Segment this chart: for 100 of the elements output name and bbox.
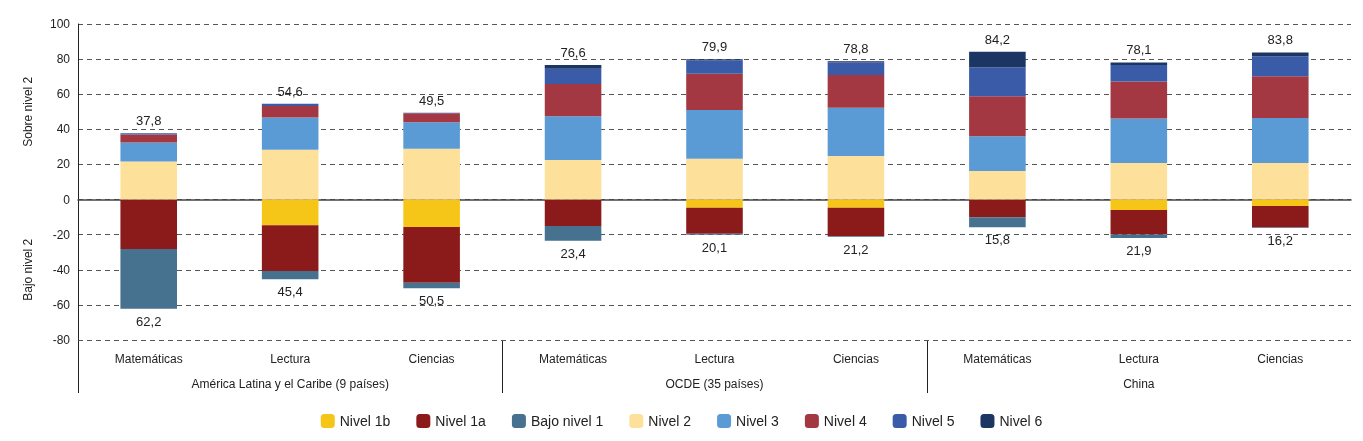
bar [1110,81,1168,119]
bar [1251,117,1309,164]
bar [969,67,1026,97]
bar [686,60,743,74]
bar [1251,163,1309,200]
x-tick-label: Lectura [694,352,735,366]
bar [1251,76,1309,118]
bar [1251,199,1309,206]
bar [544,116,602,160]
bar [403,226,460,283]
bar [1251,205,1309,228]
text: OCDE (35 países) [665,377,764,391]
bar [1110,118,1168,164]
text: Bajo nivel 2 [21,238,35,301]
legend-label: Nivel 1b [339,413,391,429]
bar [544,199,602,226]
bar [686,158,743,200]
x-tick-label: Matemáticas [539,352,608,366]
text: 21,2 [843,241,869,257]
y-tick-label: 20 [56,157,71,172]
bar [827,107,885,157]
text: 21,9 [1126,243,1152,258]
x-tick-label: Lectura [270,352,311,366]
text: Sobre nivel 2 [21,76,35,147]
bar [1110,62,1168,65]
text: 78,1 [1126,42,1152,58]
bar [1251,56,1309,77]
bar [969,199,1026,218]
bar [969,96,1026,137]
legend-label: Nivel 2 [648,413,692,429]
text: América Latina y el Caribe (9 países) [191,377,389,391]
bar [827,207,885,237]
text: 76,6 [560,45,586,61]
bar [969,51,1026,68]
bar [1251,52,1309,57]
text: 45,4 [277,284,303,300]
bar [544,225,602,241]
legend-label: Nivel 6 [999,413,1043,429]
bar [261,225,319,272]
bar [261,199,319,226]
bar [403,113,460,123]
bar [827,75,885,108]
y-tick-label: -20 [52,227,71,242]
legend-label: Nivel 5 [911,413,955,429]
bar [969,136,1026,171]
bar [686,199,743,208]
text: 62,2 [136,313,162,329]
bar [403,122,460,149]
bar [1110,210,1168,235]
bar [403,199,460,227]
bar [686,110,743,159]
bar [403,148,460,200]
bar [120,199,178,250]
text: 20,1 [701,239,728,255]
y-tick-label: -60 [52,297,71,312]
bar [120,142,178,162]
bar [1110,234,1168,238]
x-tick-label: Ciencias [1257,352,1304,366]
bar [544,65,602,69]
x-tick-label: Ciencias [832,352,879,366]
text: 37,8 [136,113,162,129]
bar [969,217,1026,228]
x-tick-label: Lectura [1118,352,1160,366]
y-tick-label: -40 [52,262,71,277]
bar [261,149,319,200]
bar [827,199,885,208]
bar [120,134,178,143]
x-tick-label: Matemáticas [114,352,183,366]
bar [544,68,602,85]
text: 23,4 [560,245,586,261]
y-tick-label: 60 [56,87,71,102]
text: 15,8 [984,232,1011,248]
text: China [1123,377,1155,391]
bar [544,84,602,117]
bar [686,73,743,111]
bar [120,161,178,200]
bar [544,159,602,200]
y-tick-label: 80 [56,52,71,67]
bar [261,117,319,150]
legend-label: Nivel 4 [823,413,867,429]
y-tick-label: -80 [52,333,71,347]
text: 84,2 [984,31,1011,47]
bar [686,207,743,234]
bar [827,62,885,76]
text: 78,8 [843,41,869,57]
bar [261,271,319,280]
y-tick-label: 40 [56,122,71,137]
text: 79,9 [701,39,728,55]
bar [403,282,460,289]
text: 16,2 [1267,233,1293,248]
text: 54,6 [277,83,303,99]
text: 83,8 [1267,32,1293,48]
text: 49,5 [418,92,445,108]
x-tick-label: Ciencias [408,352,455,366]
legend-label: Nivel 1a [435,413,487,429]
bar [120,249,178,309]
legend-label: Bajo nivel 1 [530,413,604,429]
bar [827,156,885,200]
bar [1110,199,1168,211]
bar [969,170,1026,200]
